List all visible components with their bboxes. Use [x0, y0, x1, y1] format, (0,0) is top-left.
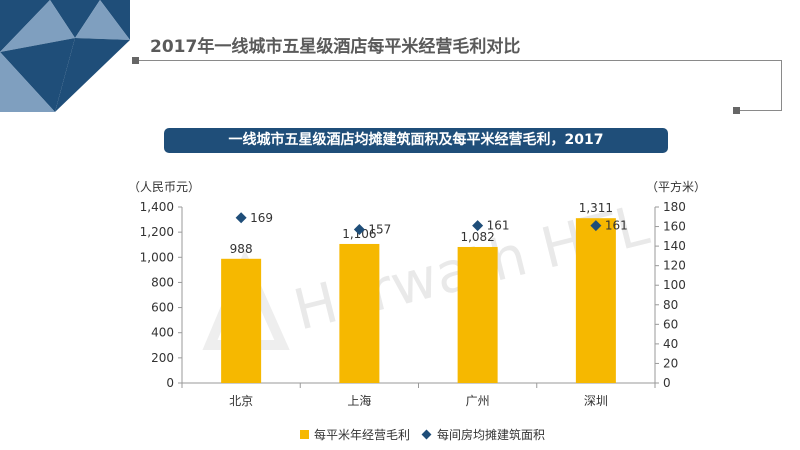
bar — [221, 258, 262, 383]
left-tick-label: 600 — [151, 301, 174, 315]
page-title: 2017年一线城市五星级酒店每平米经营毛利对比 — [150, 37, 521, 57]
bar — [339, 243, 380, 383]
right-tick-label: 160 — [663, 220, 686, 234]
bar-value-label: 1,082 — [460, 230, 494, 244]
right-tick-label: 20 — [663, 356, 678, 370]
title-underline — [137, 60, 781, 61]
diamond-value-label: 161 — [605, 219, 628, 233]
right-tick-label: 180 — [663, 200, 686, 214]
left-axis-unit: （人民币元） — [128, 180, 201, 194]
legend-bars: 每平米年经营毛利 — [300, 426, 410, 443]
legend-bar-swatch — [300, 430, 309, 439]
left-tick-label: 0 — [166, 376, 174, 390]
title-underline-dot-left — [132, 57, 139, 64]
diamond-point — [235, 212, 247, 224]
bar — [575, 218, 616, 383]
left-tick-label: 1,400 — [140, 200, 174, 214]
right-tick-label: 80 — [663, 298, 678, 312]
bracket-dot-right — [733, 107, 740, 114]
diamond-point — [472, 220, 484, 232]
bar-value-label: 988 — [230, 242, 253, 256]
diamond-value-label: 161 — [487, 219, 510, 233]
category-label: 上海 — [347, 393, 371, 408]
bracket-vertical — [781, 60, 782, 110]
right-tick-label: 60 — [663, 317, 678, 331]
category-label: 广州 — [466, 394, 490, 408]
chart-banner: 一线城市五星级酒店均摊建筑面积及每平米经营毛利，2017 — [164, 128, 668, 153]
diamond-point — [353, 223, 365, 235]
right-tick-label: 0 — [663, 376, 671, 390]
legend-diamond-label: 每间房均摊建筑面积 — [437, 428, 546, 442]
right-tick-label: 40 — [663, 337, 678, 351]
category-label: 北京 — [229, 394, 253, 408]
category-label: 深圳 — [584, 394, 608, 408]
bar-value-label: 1,311 — [579, 201, 613, 215]
corner-triangle-decoration — [0, 0, 130, 112]
diamond-point — [590, 220, 602, 232]
left-tick-label: 800 — [151, 275, 174, 289]
legend-bar-label: 每平米年经营毛利 — [314, 428, 411, 442]
bracket-bottom — [738, 110, 782, 111]
left-tick-label: 1,200 — [140, 225, 174, 239]
left-tick-label: 400 — [151, 326, 174, 340]
left-tick-label: 1,000 — [140, 250, 174, 264]
legend-diamond-swatch — [421, 429, 432, 440]
right-tick-label: 100 — [663, 278, 686, 292]
left-tick-label: 200 — [151, 351, 174, 365]
right-axis-unit: （平方米） — [646, 180, 707, 194]
diamond-value-label: 169 — [250, 211, 273, 225]
bar — [457, 246, 498, 383]
right-tick-label: 120 — [663, 259, 686, 273]
diamond-value-label: 157 — [368, 222, 391, 236]
legend-diamonds: 每间房均摊建筑面积 — [421, 426, 546, 443]
right-tick-label: 140 — [663, 239, 686, 253]
